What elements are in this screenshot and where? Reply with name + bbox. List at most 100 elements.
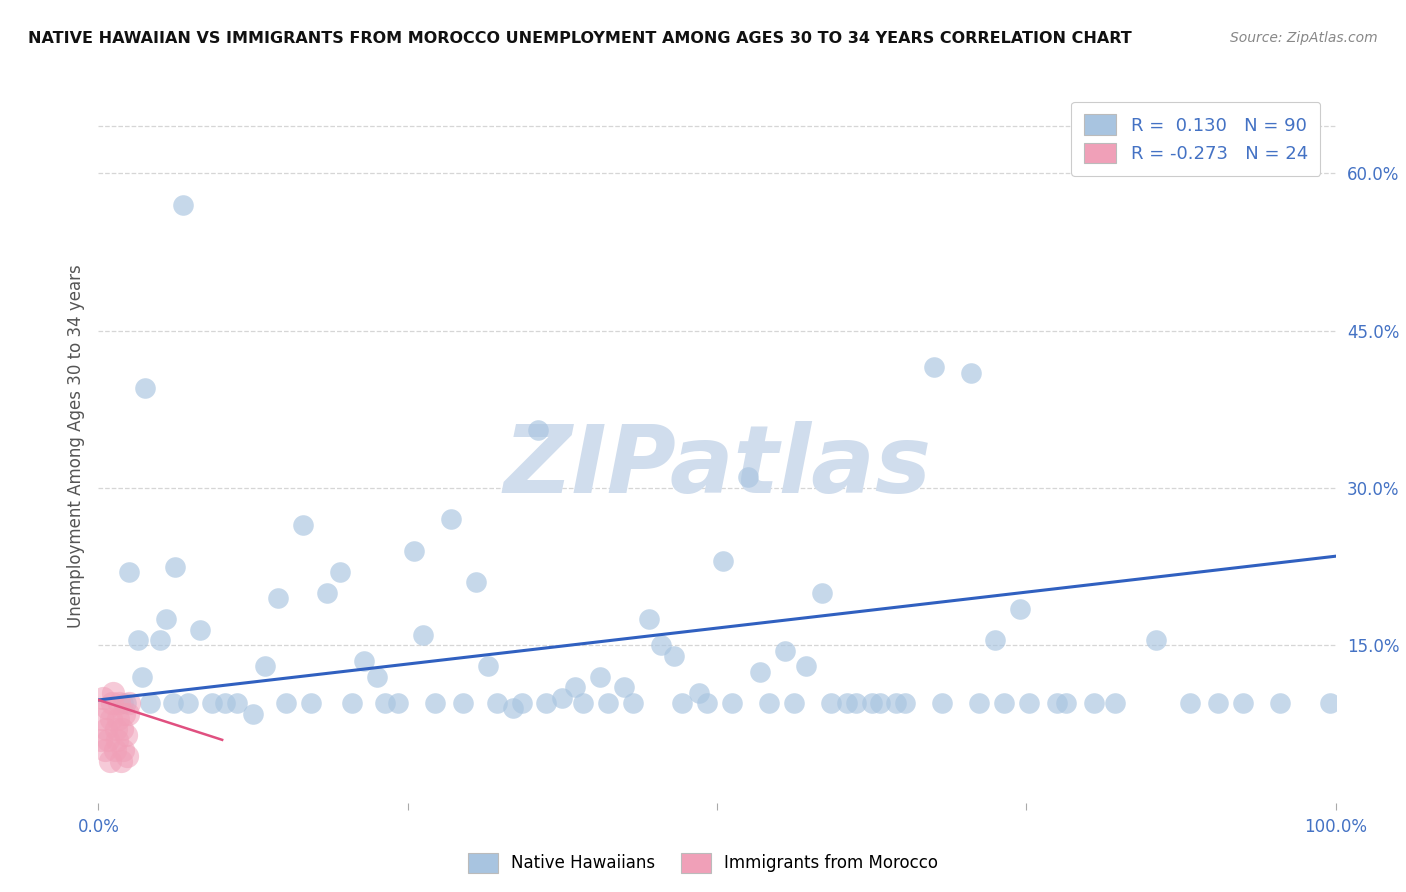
- Point: [477, 659, 499, 673]
- Point: [117, 706, 139, 721]
- Point: [115, 748, 138, 763]
- Point: [1104, 696, 1126, 710]
- Point: [329, 565, 352, 579]
- Point: [572, 696, 595, 710]
- Point: [1206, 696, 1229, 710]
- Point: [688, 685, 710, 699]
- Point: [1018, 696, 1040, 710]
- Point: [749, 665, 772, 679]
- Point: [536, 696, 558, 710]
- Point: [485, 696, 508, 710]
- Point: [526, 423, 548, 437]
- Point: [1178, 696, 1201, 710]
- Point: [1046, 696, 1069, 710]
- Point: [621, 696, 644, 710]
- Point: [112, 696, 135, 710]
- Point: [90, 732, 112, 747]
- Point: [894, 696, 917, 710]
- Point: [112, 706, 135, 721]
- Point: [886, 696, 908, 710]
- Point: [402, 544, 425, 558]
- Point: [811, 586, 834, 600]
- Point: [172, 197, 194, 211]
- Point: [662, 648, 685, 663]
- Point: [112, 743, 135, 757]
- Point: [101, 696, 124, 710]
- Point: [650, 639, 672, 653]
- Point: [176, 696, 198, 710]
- Text: ZIPatlas: ZIPatlas: [503, 421, 931, 514]
- Point: [162, 696, 184, 710]
- Point: [111, 723, 134, 737]
- Point: [551, 690, 574, 705]
- Point: [214, 696, 236, 710]
- Point: [412, 628, 434, 642]
- Point: [794, 659, 817, 673]
- Point: [1232, 696, 1254, 710]
- Point: [1319, 696, 1341, 710]
- Point: [387, 696, 409, 710]
- Point: [93, 690, 115, 705]
- Point: [114, 728, 136, 742]
- Point: [165, 559, 187, 574]
- Point: [1010, 601, 1032, 615]
- Point: [93, 743, 115, 757]
- Point: [94, 723, 117, 737]
- Point: [1083, 696, 1105, 710]
- Point: [758, 696, 780, 710]
- Point: [453, 696, 475, 710]
- Point: [353, 654, 375, 668]
- Point: [711, 554, 734, 568]
- Point: [922, 360, 945, 375]
- Point: [440, 512, 463, 526]
- Point: [1054, 696, 1077, 710]
- Point: [103, 743, 125, 757]
- Legend: R =  0.130   N = 90, R = -0.273   N = 24: R = 0.130 N = 90, R = -0.273 N = 24: [1071, 102, 1320, 176]
- Point: [423, 696, 446, 710]
- Point: [820, 696, 842, 710]
- Point: [276, 696, 298, 710]
- Point: [984, 633, 1007, 648]
- Point: [127, 633, 149, 648]
- Point: [97, 732, 120, 747]
- Point: [291, 517, 314, 532]
- Text: NATIVE HAWAIIAN VS IMMIGRANTS FROM MOROCCO UNEMPLOYMENT AMONG AGES 30 TO 34 YEAR: NATIVE HAWAIIAN VS IMMIGRANTS FROM MOROC…: [28, 31, 1132, 46]
- Point: [104, 723, 127, 737]
- Point: [267, 591, 290, 606]
- Point: [845, 696, 868, 710]
- Point: [107, 712, 129, 726]
- Point: [139, 696, 162, 710]
- Point: [105, 732, 128, 747]
- Point: [134, 381, 156, 395]
- Point: [588, 670, 610, 684]
- Point: [613, 681, 636, 695]
- Y-axis label: Unemployment Among Ages 30 to 34 years: Unemployment Among Ages 30 to 34 years: [66, 264, 84, 628]
- Point: [564, 681, 586, 695]
- Point: [374, 696, 396, 710]
- Point: [155, 612, 177, 626]
- Point: [869, 696, 891, 710]
- Point: [149, 633, 172, 648]
- Point: [254, 659, 277, 673]
- Point: [340, 696, 363, 710]
- Point: [959, 366, 981, 380]
- Point: [118, 565, 141, 579]
- Point: [969, 696, 991, 710]
- Point: [110, 754, 132, 768]
- Point: [510, 696, 533, 710]
- Point: [96, 701, 118, 715]
- Point: [598, 696, 620, 710]
- Point: [100, 712, 122, 726]
- Point: [993, 696, 1015, 710]
- Point: [638, 612, 661, 626]
- Point: [1144, 633, 1167, 648]
- Point: [721, 696, 744, 710]
- Point: [931, 696, 953, 710]
- Point: [188, 623, 211, 637]
- Point: [299, 696, 322, 710]
- Point: [108, 696, 131, 710]
- Point: [114, 696, 136, 710]
- Legend: Native Hawaiians, Immigrants from Morocco: Native Hawaiians, Immigrants from Morocc…: [461, 847, 945, 880]
- Point: [226, 696, 249, 710]
- Text: Source: ZipAtlas.com: Source: ZipAtlas.com: [1230, 31, 1378, 45]
